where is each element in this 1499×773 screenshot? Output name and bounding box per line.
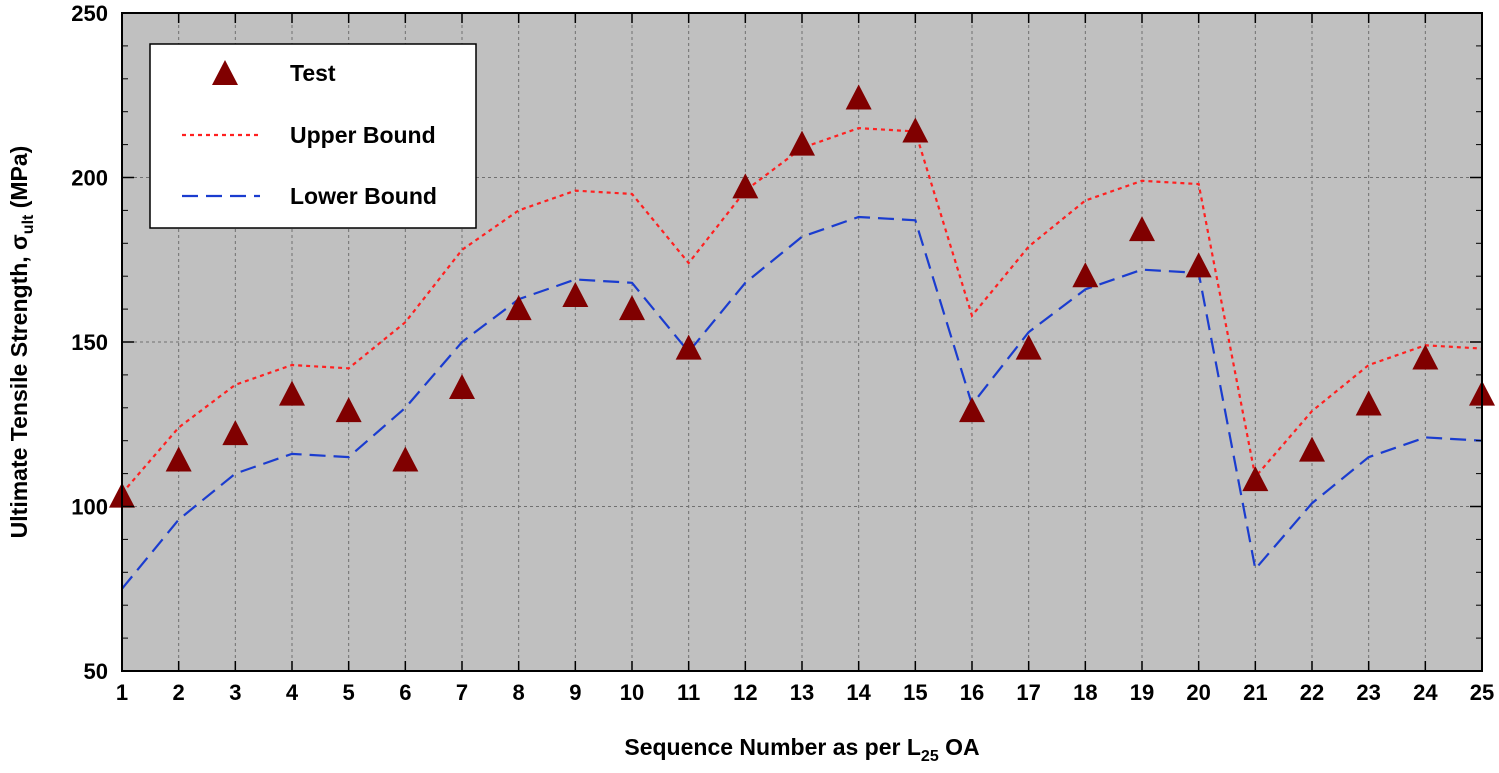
x-axis-label-main: Sequence Number as per L xyxy=(624,734,921,760)
test-point xyxy=(505,295,532,321)
x-tick-label: 9 xyxy=(569,680,581,705)
x-tick-label: 14 xyxy=(846,680,871,705)
test-point xyxy=(959,397,985,423)
x-tick-label: 12 xyxy=(733,680,757,705)
x-tick-label: 17 xyxy=(1016,680,1040,705)
test-point xyxy=(222,420,249,446)
x-tick-label: 22 xyxy=(1300,680,1324,705)
x-tick-label: 1 xyxy=(116,680,128,705)
test-point xyxy=(279,380,305,406)
legend-lower-bound-label: Lower Bound xyxy=(290,183,437,209)
x-tick-label: 13 xyxy=(790,680,814,705)
test-markers xyxy=(109,84,1495,508)
legend-upper-bound-label: Upper Bound xyxy=(290,122,436,148)
y-tick-label: 200 xyxy=(71,166,108,191)
y-axis-label-main: Ultimate Tensile Strength, σ xyxy=(6,234,32,538)
test-point xyxy=(1129,216,1155,242)
y-axis-label-sub: ult xyxy=(20,214,37,234)
legend-box xyxy=(149,43,477,229)
x-tick-label: 2 xyxy=(173,680,185,705)
x-tick-label: 19 xyxy=(1130,680,1154,705)
y-axis-label-tail: (MPa) xyxy=(6,146,32,215)
x-tick-label: 24 xyxy=(1413,680,1438,705)
series-lines xyxy=(121,127,1483,590)
x-tick-label: 18 xyxy=(1073,680,1097,705)
x-tick-label: 16 xyxy=(960,680,984,705)
test-point xyxy=(449,374,475,400)
test-point xyxy=(1072,262,1099,288)
test-point xyxy=(1242,466,1269,492)
x-tick-label: 20 xyxy=(1186,680,1210,705)
x-tick-label: 5 xyxy=(343,680,355,705)
upper-bound-line xyxy=(121,127,1483,495)
y-axis-label: Ultimate Tensile Strength, σult (MPa) xyxy=(6,146,37,539)
test-point xyxy=(732,173,759,199)
x-tick-label: 11 xyxy=(677,680,700,705)
test-point xyxy=(789,130,815,156)
test-point xyxy=(165,446,192,472)
legend: Test Upper Bound Lower Bound xyxy=(149,43,477,229)
x-tick-label: 7 xyxy=(456,680,468,705)
test-point xyxy=(1015,334,1042,360)
legend-test-label: Test xyxy=(290,60,336,86)
x-tick-label: 25 xyxy=(1470,680,1494,705)
x-axis-label: Sequence Number as per L25 OA xyxy=(624,734,979,765)
x-tick-label: 3 xyxy=(229,680,241,705)
y-tick-label: 150 xyxy=(71,330,108,355)
y-tick-label: 50 xyxy=(84,659,108,684)
lower-bound-line xyxy=(121,215,1483,590)
y-tick-label: 100 xyxy=(71,495,108,520)
test-point xyxy=(619,295,645,321)
test-point xyxy=(902,117,929,143)
test-point xyxy=(1355,390,1382,416)
x-tick-label: 10 xyxy=(620,680,644,705)
axis-ticks xyxy=(121,12,1483,672)
x-tick-label: 15 xyxy=(903,680,927,705)
legend-test-marker xyxy=(212,60,238,85)
x-axis-label-tail: OA xyxy=(939,734,980,760)
x-tick-label: 8 xyxy=(513,680,525,705)
tick-labels: 1 2 3 4 5 6 7 8 9 10 11 12 13 14 15 16 17 18 19 20 21 22 23 24 2… xyxy=(71,1,1494,705)
x-tick-label: 4 xyxy=(286,680,299,705)
y-tick-label: 250 xyxy=(71,1,108,26)
x-tick-label: 21 xyxy=(1243,680,1267,705)
test-point xyxy=(562,281,589,307)
test-point xyxy=(675,334,702,360)
test-point xyxy=(845,84,872,110)
x-axis-label-sub: 25 xyxy=(921,748,939,765)
test-point xyxy=(1185,252,1212,278)
test-point xyxy=(1412,344,1439,370)
test-point xyxy=(1299,436,1325,462)
x-tick-label: 6 xyxy=(399,680,411,705)
x-tick-label: 23 xyxy=(1356,680,1380,705)
test-point xyxy=(392,446,419,472)
test-point xyxy=(335,397,362,423)
